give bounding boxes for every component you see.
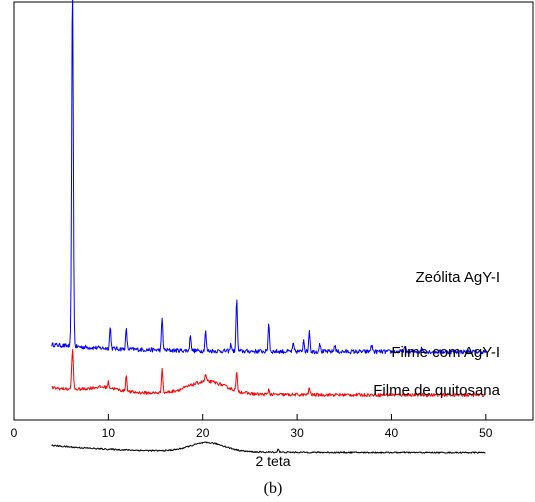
series-label-zeolita: Zeólita AgY-I — [416, 269, 501, 286]
x-tick-label: 50 — [479, 426, 493, 440]
x-tick-label: 10 — [102, 426, 116, 440]
series-line-2 — [51, 441, 486, 454]
series-label-quitosana: Filme de quitosana — [373, 382, 500, 399]
figure-caption: (b) — [264, 480, 283, 497]
x-tick-label: 20 — [196, 426, 210, 440]
x-tick-label: 0 — [11, 426, 18, 440]
x-axis-title: 2 teta — [255, 453, 290, 469]
series-lines — [51, 0, 486, 454]
x-tick-label: 40 — [385, 426, 399, 440]
series-line-0 — [51, 0, 486, 355]
x-axis-ticks: 0 10 20 30 40 50 — [11, 414, 493, 440]
series-line-1 — [51, 348, 486, 398]
series-label-filme-agy: Filme com AgY-I — [391, 344, 500, 361]
x-tick-label: 30 — [290, 426, 304, 440]
plot-frame — [13, 1, 534, 421]
